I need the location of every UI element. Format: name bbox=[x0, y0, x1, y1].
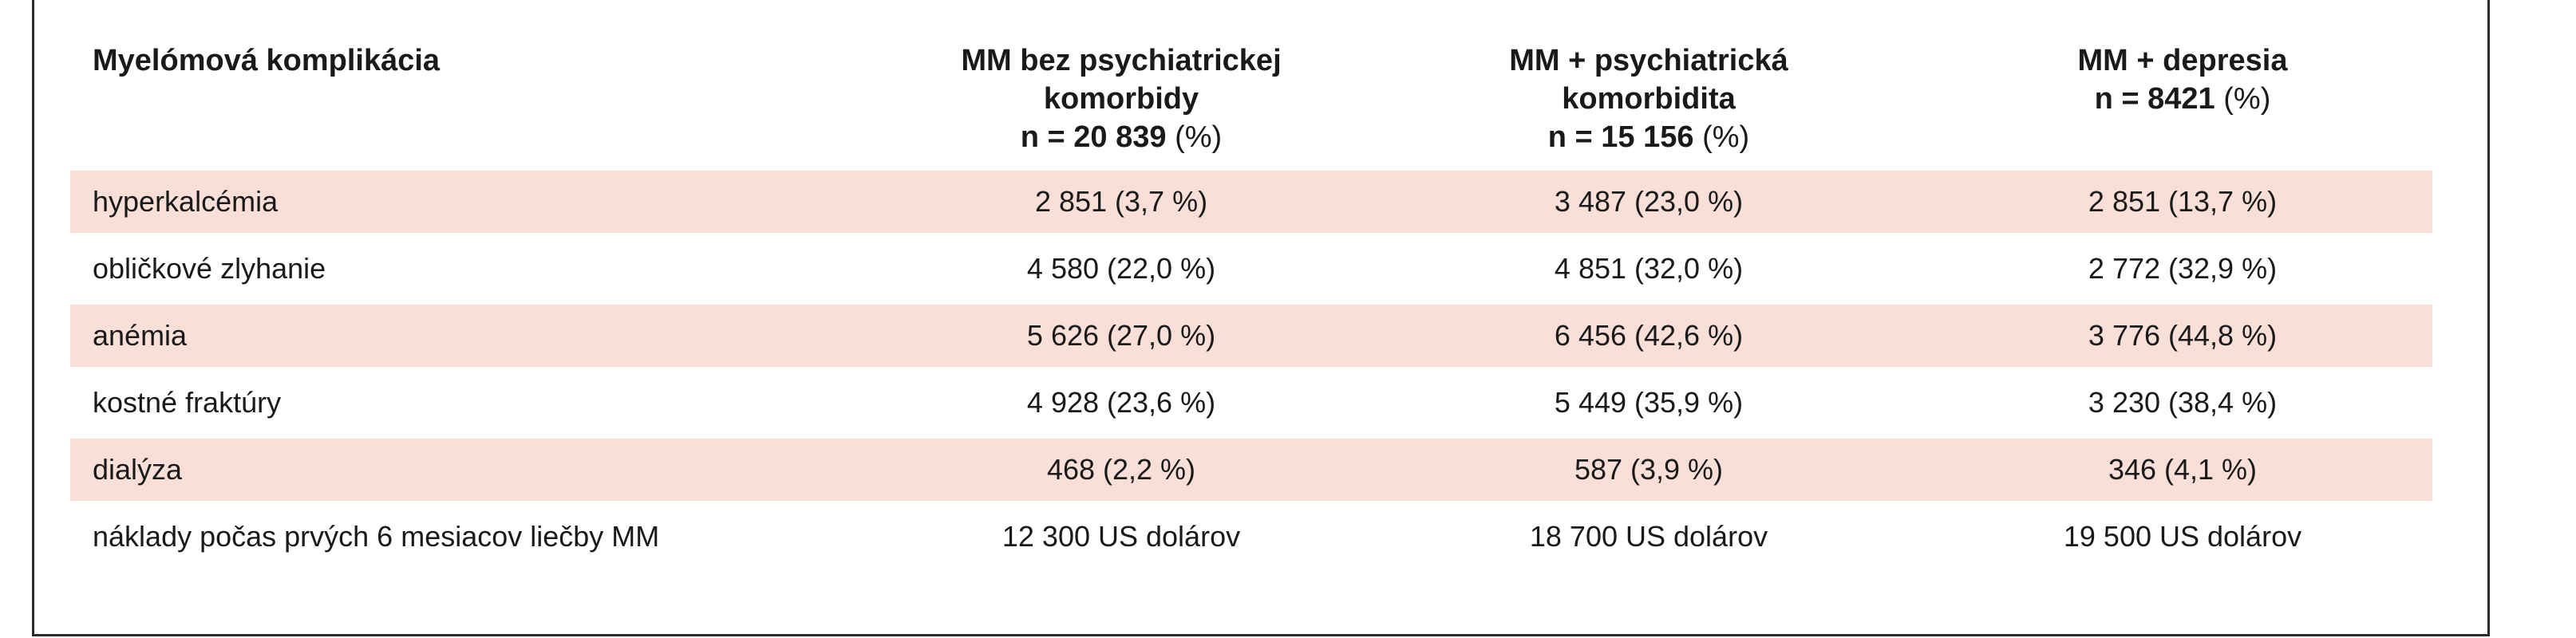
cell-mm-without-psychiatric: 5 626 (27,0 %) bbox=[878, 305, 1365, 367]
column-header-mm-without-psychiatric: MM bez psychiatrickej komorbidy n = 20 8… bbox=[878, 41, 1365, 171]
header-line: MM + depresia bbox=[2077, 44, 2288, 77]
row-label: obličkové zlyhanie bbox=[93, 252, 326, 285]
cell-mm-depression: 3 776 (44,8 %) bbox=[1933, 305, 2432, 367]
header-n-line: n = 20 839 (%) bbox=[878, 118, 1365, 156]
column-header-complication: Myelómová komplikácia bbox=[70, 41, 878, 171]
header-pct: (%) bbox=[1702, 120, 1750, 154]
table-row: obličkové zlyhanie 4 580 (22,0 %) 4 851 … bbox=[70, 238, 2432, 300]
table-row: anémia 5 626 (27,0 %) 6 456 (42,6 %) 3 7… bbox=[70, 305, 2432, 367]
column-header-mm-depression: MM + depresia n = 8421 (%) bbox=[1933, 41, 2432, 171]
cell-mm-psychiatric: 3 487 (23,0 %) bbox=[1365, 171, 1933, 233]
table-header: Myelómová komplikácia MM bez psychiatric… bbox=[70, 41, 2432, 171]
header-pct: (%) bbox=[2223, 82, 2271, 116]
cell-mm-without-psychiatric: 12 300 US dolárov bbox=[1002, 520, 1241, 553]
cell-mm-depression: 2 772 (32,9 %) bbox=[2088, 252, 2278, 285]
header-line: MM + psychiatrická bbox=[1509, 44, 1788, 77]
complications-table: Myelómová komplikácia MM bez psychiatric… bbox=[70, 41, 2432, 568]
table-row: hyperkalcémia 2 851 (3,7 %) 3 487 (23,0 … bbox=[70, 171, 2432, 233]
cell-mm-psychiatric: 5 449 (35,9 %) bbox=[1554, 386, 1744, 419]
cell-mm-psychiatric: 18 700 US dolárov bbox=[1529, 520, 1768, 553]
header-n: n = 15 156 bbox=[1547, 120, 1694, 154]
row-label: kostné fraktúry bbox=[93, 386, 282, 419]
header-n: n = 20 839 bbox=[1020, 120, 1167, 154]
header-line: komorbidita bbox=[1562, 82, 1736, 116]
cell-mm-depression: 3 230 (38,4 %) bbox=[2088, 386, 2278, 419]
header-n-line: n = 15 156 (%) bbox=[1365, 118, 1933, 156]
header-pct: (%) bbox=[1175, 120, 1223, 154]
row-label: anémia bbox=[70, 305, 878, 367]
header-row: Myelómová komplikácia MM bez psychiatric… bbox=[70, 41, 2432, 171]
cell-mm-without-psychiatric: 4 580 (22,0 %) bbox=[1026, 252, 1216, 285]
table-row: náklady počas prvých 6 mesiacov liečby M… bbox=[70, 506, 2432, 568]
header-n-line: n = 8421 (%) bbox=[1933, 80, 2432, 118]
table-frame bbox=[32, 0, 2490, 636]
cell-mm-depression: 19 500 US dolárov bbox=[2063, 520, 2302, 553]
cell-mm-without-psychiatric: 468 (2,2 %) bbox=[878, 439, 1365, 501]
table-row: kostné fraktúry 4 928 (23,6 %) 5 449 (35… bbox=[70, 372, 2432, 434]
cell-mm-psychiatric: 587 (3,9 %) bbox=[1365, 439, 1933, 501]
row-label: hyperkalcémia bbox=[70, 171, 878, 233]
row-label: dialýza bbox=[70, 439, 878, 501]
row-label: náklady počas prvých 6 mesiacov liečby M… bbox=[93, 520, 660, 553]
header-line: Myelómová komplikácia bbox=[93, 44, 441, 77]
header-line: komorbidy bbox=[1043, 82, 1199, 116]
table-body: hyperkalcémia 2 851 (3,7 %) 3 487 (23,0 … bbox=[70, 171, 2432, 568]
header-n: n = 8421 bbox=[2094, 82, 2215, 116]
cell-mm-psychiatric: 4 851 (32,0 %) bbox=[1554, 252, 1744, 285]
cell-mm-depression: 346 (4,1 %) bbox=[1933, 439, 2432, 501]
table-row: dialýza 468 (2,2 %) 587 (3,9 %) 346 (4,1… bbox=[70, 439, 2432, 501]
cell-mm-without-psychiatric: 2 851 (3,7 %) bbox=[878, 171, 1365, 233]
cell-mm-psychiatric: 6 456 (42,6 %) bbox=[1365, 305, 1933, 367]
cell-mm-depression: 2 851 (13,7 %) bbox=[1933, 171, 2432, 233]
column-header-mm-psychiatric: MM + psychiatrická komorbidita n = 15 15… bbox=[1365, 41, 1933, 171]
cell-mm-without-psychiatric: 4 928 (23,6 %) bbox=[1026, 386, 1216, 419]
header-line: MM bez psychiatrickej bbox=[961, 44, 1282, 77]
